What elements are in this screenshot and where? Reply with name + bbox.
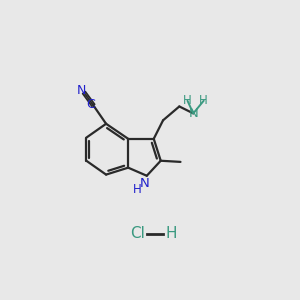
- Text: N: N: [188, 107, 198, 120]
- Text: H: H: [165, 226, 177, 241]
- Text: C: C: [86, 98, 95, 111]
- Text: H: H: [183, 94, 192, 107]
- Text: Cl: Cl: [130, 226, 145, 241]
- Text: H: H: [133, 183, 142, 196]
- Text: N: N: [77, 85, 86, 98]
- Text: H: H: [200, 94, 208, 107]
- Text: N: N: [140, 177, 149, 190]
